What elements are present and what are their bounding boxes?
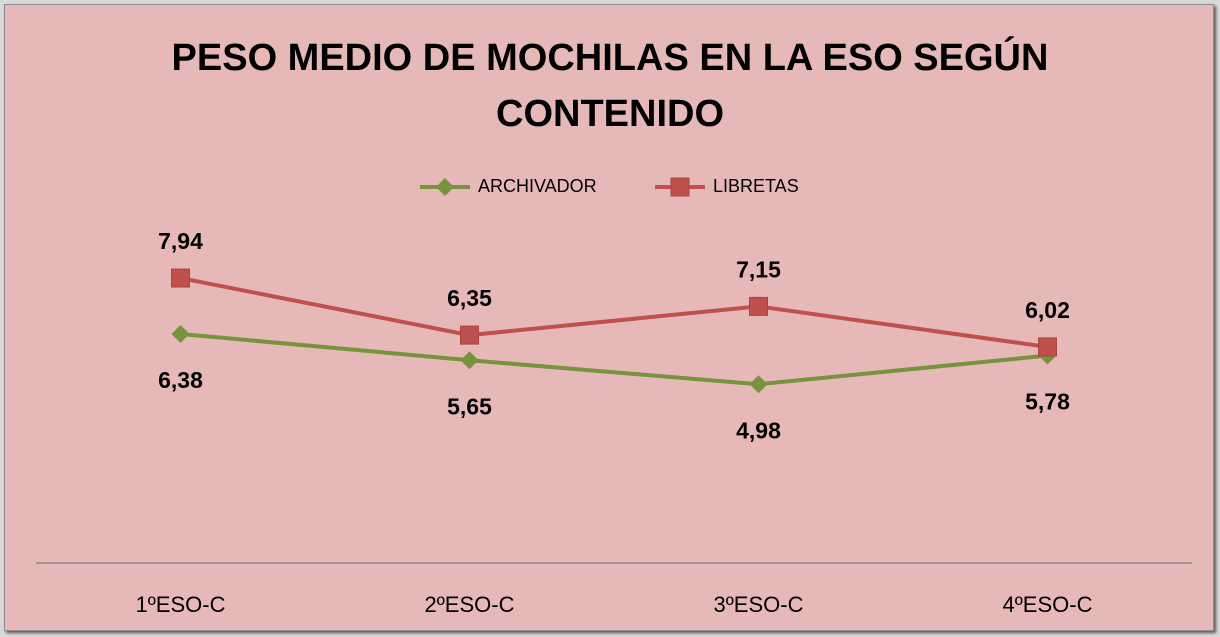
series-line — [180, 332, 1048, 387]
data-label: 6,02 — [1025, 297, 1070, 323]
data-label: 6,35 — [447, 285, 492, 311]
data-label: 6,38 — [158, 367, 203, 393]
series-line — [180, 276, 1048, 349]
data-point — [460, 351, 479, 370]
data-point — [1038, 337, 1057, 357]
data-point — [460, 325, 479, 345]
data-label: 5,65 — [447, 393, 492, 419]
legend-label: LIBRETAS — [713, 176, 799, 196]
data-point — [171, 268, 190, 288]
data-label: 7,15 — [736, 256, 781, 282]
data-point — [171, 325, 190, 344]
data-label: 7,94 — [158, 228, 203, 254]
chart-title: PESO MEDIO DE MOCHILAS EN LA ESO SEGÚN C… — [171, 37, 1049, 135]
data-point — [749, 375, 768, 394]
data-point — [749, 296, 768, 316]
legend-marker — [670, 177, 690, 197]
x-tick-label: 4ºESO-C — [1003, 592, 1093, 617]
chart-area — [4, 4, 1214, 631]
x-tick-label: 1ºESO-C — [136, 592, 226, 617]
data-label: 4,98 — [736, 417, 781, 443]
x-tick-label: 2ºESO-C — [425, 592, 515, 617]
legend-marker — [436, 178, 454, 196]
x-tick-label: 3ºESO-C — [714, 592, 804, 617]
data-label: 5,78 — [1025, 389, 1070, 415]
legend-label: ARCHIVADOR — [478, 176, 597, 196]
